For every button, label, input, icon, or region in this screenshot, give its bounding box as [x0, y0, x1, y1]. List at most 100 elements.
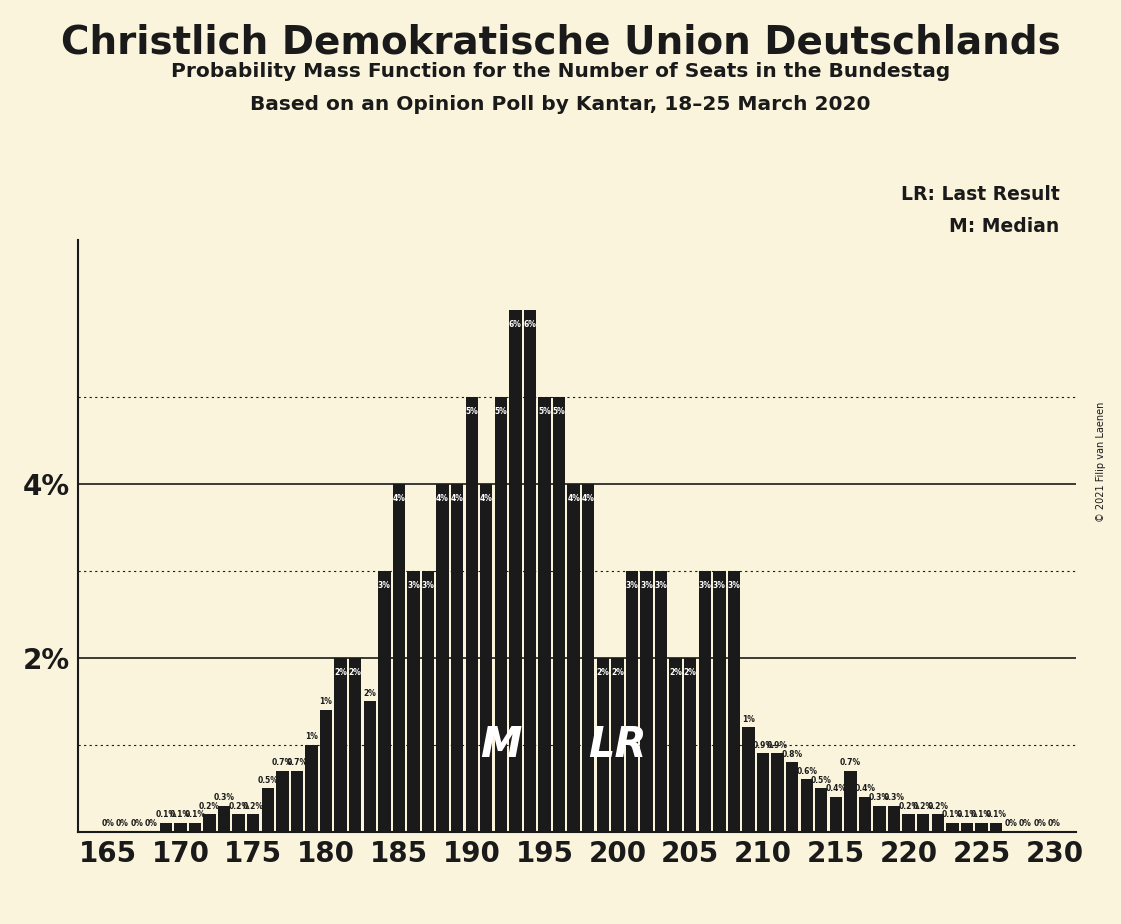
Bar [742, 727, 754, 832]
Bar [480, 484, 492, 832]
Text: Christlich Demokratische Union Deutschlands: Christlich Demokratische Union Deutschla… [61, 23, 1060, 61]
Bar [961, 823, 973, 832]
Text: 0.6%: 0.6% [796, 767, 817, 776]
Bar [844, 771, 856, 832]
Text: M: M [480, 723, 521, 766]
Text: 4%: 4% [567, 494, 580, 504]
Bar [771, 753, 784, 832]
Text: 2%: 2% [363, 688, 377, 698]
Text: 4%: 4% [436, 494, 450, 504]
Text: 0%: 0% [130, 819, 143, 828]
Text: 0.7%: 0.7% [271, 759, 293, 767]
Bar [800, 780, 813, 832]
Bar [247, 814, 259, 832]
Bar [888, 806, 900, 832]
Text: 6%: 6% [509, 321, 522, 329]
Text: 6%: 6% [524, 321, 537, 329]
Text: LR: Last Result: LR: Last Result [900, 185, 1059, 204]
Bar [932, 814, 944, 832]
Bar [757, 753, 769, 832]
Text: 0%: 0% [1019, 819, 1031, 828]
Bar [655, 571, 667, 832]
Bar [990, 823, 1002, 832]
Text: 0.1%: 0.1% [985, 810, 1007, 820]
Text: 1%: 1% [305, 732, 318, 741]
Bar [421, 571, 434, 832]
Bar [567, 484, 580, 832]
Bar [786, 762, 798, 832]
Bar [436, 484, 448, 832]
Text: 4%: 4% [392, 494, 406, 504]
Bar [217, 806, 230, 832]
Text: 2%: 2% [334, 668, 348, 677]
Text: 0.3%: 0.3% [883, 793, 905, 802]
Bar [509, 310, 521, 832]
Text: 0.3%: 0.3% [869, 793, 890, 802]
Text: 0%: 0% [1034, 819, 1046, 828]
Text: 3%: 3% [421, 581, 435, 590]
Text: 0%: 0% [1004, 819, 1017, 828]
Bar [276, 771, 288, 832]
Bar [174, 823, 186, 832]
Text: 0.4%: 0.4% [854, 784, 876, 794]
Bar [232, 814, 244, 832]
Text: 3%: 3% [655, 581, 667, 590]
Text: 5%: 5% [465, 407, 478, 416]
Text: 0.2%: 0.2% [243, 802, 263, 810]
Text: 0.7%: 0.7% [286, 759, 307, 767]
Text: 0.1%: 0.1% [185, 810, 205, 820]
Bar [392, 484, 405, 832]
Text: 0.5%: 0.5% [258, 775, 278, 784]
Bar [465, 396, 478, 832]
Text: 0.7%: 0.7% [840, 759, 861, 767]
Text: 0%: 0% [145, 819, 158, 828]
Text: 0.8%: 0.8% [781, 749, 803, 759]
Text: Probability Mass Function for the Number of Seats in the Bundestag: Probability Mass Function for the Number… [170, 62, 951, 81]
Bar [349, 658, 361, 832]
Text: 0.3%: 0.3% [214, 793, 234, 802]
Bar [290, 771, 303, 832]
Bar [261, 788, 274, 832]
Bar [203, 814, 215, 832]
Text: 3%: 3% [640, 581, 652, 590]
Bar [407, 571, 419, 832]
Text: 0.5%: 0.5% [810, 775, 832, 784]
Text: 0%: 0% [1048, 819, 1060, 828]
Bar [363, 701, 376, 832]
Bar [596, 658, 609, 832]
Bar [305, 745, 317, 832]
Text: 0.2%: 0.2% [200, 802, 220, 810]
Text: 0.1%: 0.1% [170, 810, 191, 820]
Text: 1%: 1% [742, 715, 754, 723]
Text: 2%: 2% [611, 668, 623, 677]
Bar [698, 571, 711, 832]
Bar [975, 823, 988, 832]
Text: 4%: 4% [480, 494, 493, 504]
Bar [859, 796, 871, 832]
Text: 3%: 3% [698, 581, 711, 590]
Text: 0.1%: 0.1% [956, 810, 978, 820]
Bar [946, 823, 958, 832]
Bar [830, 796, 842, 832]
Bar [728, 571, 740, 832]
Bar [378, 571, 390, 832]
Text: 0.1%: 0.1% [156, 810, 176, 820]
Text: 0.2%: 0.2% [898, 802, 919, 810]
Bar [538, 396, 550, 832]
Text: 0.2%: 0.2% [927, 802, 948, 810]
Text: Based on an Opinion Poll by Kantar, 18–25 March 2020: Based on an Opinion Poll by Kantar, 18–2… [250, 95, 871, 115]
Text: 3%: 3% [728, 581, 740, 590]
Bar [524, 310, 536, 832]
Text: 0.4%: 0.4% [825, 784, 846, 794]
Bar [494, 396, 507, 832]
Text: 4%: 4% [582, 494, 594, 504]
Bar [319, 710, 332, 832]
Bar [451, 484, 463, 832]
Text: 3%: 3% [626, 581, 638, 590]
Bar [669, 658, 682, 832]
Bar [553, 396, 565, 832]
Bar [626, 571, 638, 832]
Bar [713, 571, 725, 832]
Text: M: Median: M: Median [949, 217, 1059, 237]
Bar [917, 814, 929, 832]
